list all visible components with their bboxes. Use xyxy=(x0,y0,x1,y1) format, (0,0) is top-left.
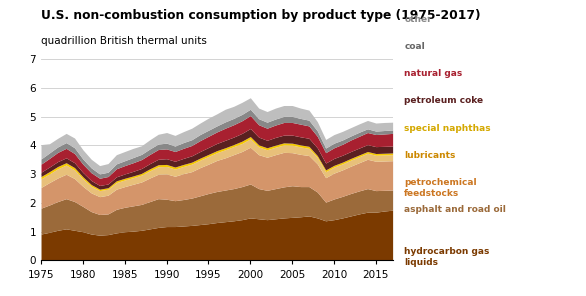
Text: coal: coal xyxy=(404,42,425,51)
Text: petrochemical
feedstocks: petrochemical feedstocks xyxy=(404,178,477,198)
Text: U.S. non-combustion consumption by product type (1975-2017): U.S. non-combustion consumption by produ… xyxy=(41,9,481,22)
Text: lubricants: lubricants xyxy=(404,151,456,160)
Text: special naphthas: special naphthas xyxy=(404,124,491,133)
Text: hydrocarbon gas
liquids: hydrocarbon gas liquids xyxy=(404,247,490,267)
Text: natural gas: natural gas xyxy=(404,69,462,78)
Text: asphalt and road oil: asphalt and road oil xyxy=(404,205,506,214)
Text: quadrillion British thermal units: quadrillion British thermal units xyxy=(41,36,207,46)
Text: other: other xyxy=(404,15,432,24)
Text: petroleum coke: petroleum coke xyxy=(404,96,483,105)
